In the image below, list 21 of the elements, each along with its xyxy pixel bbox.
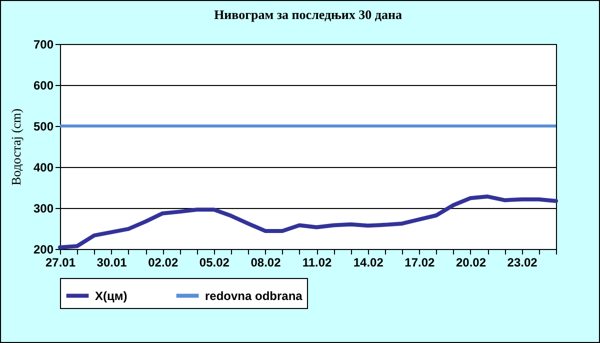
x-tick-label: 02.02 (148, 256, 178, 270)
legend-label: redovna odbrana (205, 288, 303, 303)
line-series (58, 194, 558, 250)
legend-label: X(цм) (95, 288, 128, 303)
x-tick-label: 17.02 (404, 256, 436, 270)
x-tick-label: 23.02 (507, 256, 538, 270)
x-tick-label: 11.02 (302, 256, 332, 270)
x-tick-label: 20.02 (456, 256, 486, 270)
x-tick-label: 08.02 (250, 256, 282, 270)
y-tick-label: 600 (33, 78, 54, 92)
y-tick-label: 700 (33, 38, 54, 52)
x-tick-label: 05.02 (199, 256, 230, 270)
y-tick-label: 200 (33, 242, 54, 256)
x-tick-label: 14.02 (353, 256, 384, 270)
y-tick-label: 300 (33, 202, 54, 216)
x-tick-label: 27.01 (45, 256, 76, 270)
y-tick-label: 400 (33, 160, 54, 174)
x-tick-label: 30.01 (96, 256, 128, 270)
y-tick-label: 500 (33, 120, 54, 134)
chart-title: Нивограм за последњих 30 дана (214, 7, 402, 22)
y-axis-title: Водостај (cm) (8, 108, 24, 186)
